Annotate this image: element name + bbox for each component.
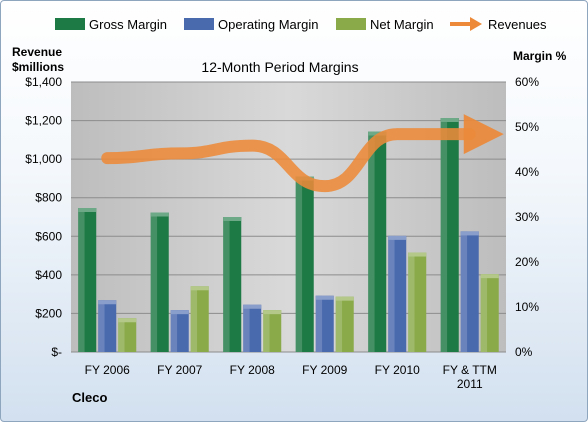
left-tick-label: $1,200: [25, 114, 62, 128]
bar-net-margin: [190, 286, 209, 352]
category-label: FY 2010: [375, 363, 420, 377]
left-tick-label: $600: [35, 229, 62, 243]
category-label: FY & TTM 2011: [443, 363, 497, 391]
axis-ticks: $- $200 $400 $600 $800 $1,000 $1,200 $1,400 0% 10…: [25, 75, 539, 359]
bar-operating-margin: [243, 304, 262, 352]
category-labels: FY 2006 FY 2007 FY 2008 FY 2009 FY 2010 FY & …: [85, 363, 497, 391]
left-tick-label: $800: [35, 191, 62, 205]
bar-net-margin: [118, 318, 137, 352]
left-axis-title-line1: Revenue: [12, 45, 62, 59]
left-tick-label: $400: [35, 268, 62, 282]
category-label: FY 2007: [157, 363, 202, 377]
right-tick-label: 10%: [515, 300, 539, 314]
legend-swatch-gross-margin: [55, 18, 85, 30]
company-name: Cleco: [72, 390, 107, 405]
legend-swatch-operating-margin: [184, 18, 214, 30]
legend-label-revenues: Revenues: [488, 17, 547, 32]
chart-title: 12-Month Period Margins: [201, 59, 358, 75]
left-tick-label: $1,000: [25, 152, 62, 166]
left-tick-label: $200: [35, 306, 62, 320]
bar-net-margin: [263, 310, 282, 352]
right-tick-label: 30%: [515, 210, 539, 224]
legend-label-net-margin: Net Margin: [370, 17, 434, 32]
bar-gross-margin: [368, 131, 387, 352]
legend-swatch-revenues: [450, 17, 482, 31]
right-tick-label: 50%: [515, 120, 539, 134]
bar-gross-margin: [150, 212, 169, 352]
left-axis-title-line2: $millions: [12, 60, 64, 74]
left-tick-label: $1,400: [25, 75, 62, 89]
revenue-arrowhead: [463, 114, 504, 155]
legend-label-gross-margin: Gross Margin: [89, 17, 167, 32]
bar-operating-margin: [315, 295, 334, 352]
bar-operating-margin: [170, 310, 189, 352]
right-tick-label: 20%: [515, 255, 539, 269]
bar-operating-margin: [98, 300, 117, 352]
right-tick-label: 60%: [515, 75, 539, 89]
bar-operating-margin: [388, 235, 407, 352]
revenue-line-group: [101, 114, 504, 193]
bar-operating-margin: [460, 231, 479, 352]
bar-net-margin: [480, 274, 499, 352]
right-tick-label: 40%: [515, 165, 539, 179]
bars: [78, 118, 499, 352]
category-label: FY 2009: [302, 363, 347, 377]
category-label: FY 2006: [85, 363, 130, 377]
legend-label-operating-margin: Operating Margin: [218, 17, 318, 32]
bar-gross-margin: [295, 176, 314, 352]
bar-gross-margin: [440, 118, 459, 352]
legend: Gross Margin Operating Margin Net Margin…: [55, 17, 547, 32]
bar-net-margin: [335, 296, 354, 352]
legend-swatch-net-margin: [336, 18, 366, 30]
right-tick-label: 0%: [515, 345, 533, 359]
revenue-line: [101, 128, 476, 193]
bar-gross-margin: [223, 217, 242, 352]
bar-net-margin: [408, 252, 427, 352]
bar-gross-margin: [78, 208, 97, 352]
right-axis-title: Margin %: [513, 49, 567, 63]
left-tick-label: $-: [51, 345, 62, 359]
plot-area: [71, 82, 506, 352]
category-label: FY 2008: [230, 363, 275, 377]
